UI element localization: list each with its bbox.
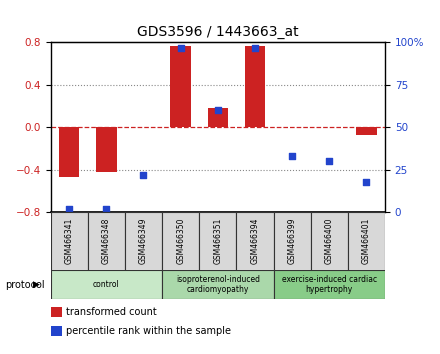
Text: transformed count: transformed count: [66, 307, 157, 317]
Bar: [59, 127, 79, 177]
Text: isoproterenol-induced
cardiomyopathy: isoproterenol-induced cardiomyopathy: [176, 275, 260, 294]
FancyBboxPatch shape: [125, 212, 162, 271]
FancyBboxPatch shape: [236, 212, 274, 271]
Text: GSM466351: GSM466351: [213, 217, 222, 264]
Point: [214, 108, 221, 113]
Text: percentile rank within the sample: percentile rank within the sample: [66, 326, 231, 336]
Text: GSM466394: GSM466394: [250, 217, 260, 264]
Point: [251, 45, 258, 50]
Bar: [356, 127, 377, 135]
Text: GSM466400: GSM466400: [325, 217, 334, 264]
FancyBboxPatch shape: [199, 212, 236, 271]
FancyBboxPatch shape: [274, 270, 385, 299]
Text: control: control: [93, 280, 120, 289]
Point: [103, 206, 110, 212]
Bar: [245, 46, 265, 127]
Bar: [96, 127, 117, 172]
Text: protocol: protocol: [5, 280, 45, 290]
Text: GSM466348: GSM466348: [102, 217, 111, 264]
Bar: [208, 108, 228, 127]
FancyBboxPatch shape: [51, 270, 162, 299]
Bar: [170, 46, 191, 127]
Text: GSM466399: GSM466399: [288, 217, 297, 264]
Point: [177, 45, 184, 50]
Point: [66, 206, 73, 212]
FancyBboxPatch shape: [162, 270, 274, 299]
Point: [289, 154, 296, 159]
Point: [326, 159, 333, 164]
Text: GSM466350: GSM466350: [176, 217, 185, 264]
FancyBboxPatch shape: [274, 212, 311, 271]
FancyBboxPatch shape: [88, 212, 125, 271]
FancyBboxPatch shape: [51, 212, 88, 271]
FancyBboxPatch shape: [348, 212, 385, 271]
Title: GDS3596 / 1443663_at: GDS3596 / 1443663_at: [137, 25, 299, 39]
Text: GSM466401: GSM466401: [362, 217, 371, 264]
Text: GSM466349: GSM466349: [139, 217, 148, 264]
Text: ▶: ▶: [33, 280, 40, 289]
FancyBboxPatch shape: [311, 212, 348, 271]
Point: [363, 179, 370, 185]
Point: [140, 172, 147, 178]
Text: exercise-induced cardiac
hypertrophy: exercise-induced cardiac hypertrophy: [282, 275, 377, 294]
FancyBboxPatch shape: [162, 212, 199, 271]
Text: GSM466341: GSM466341: [65, 217, 73, 264]
